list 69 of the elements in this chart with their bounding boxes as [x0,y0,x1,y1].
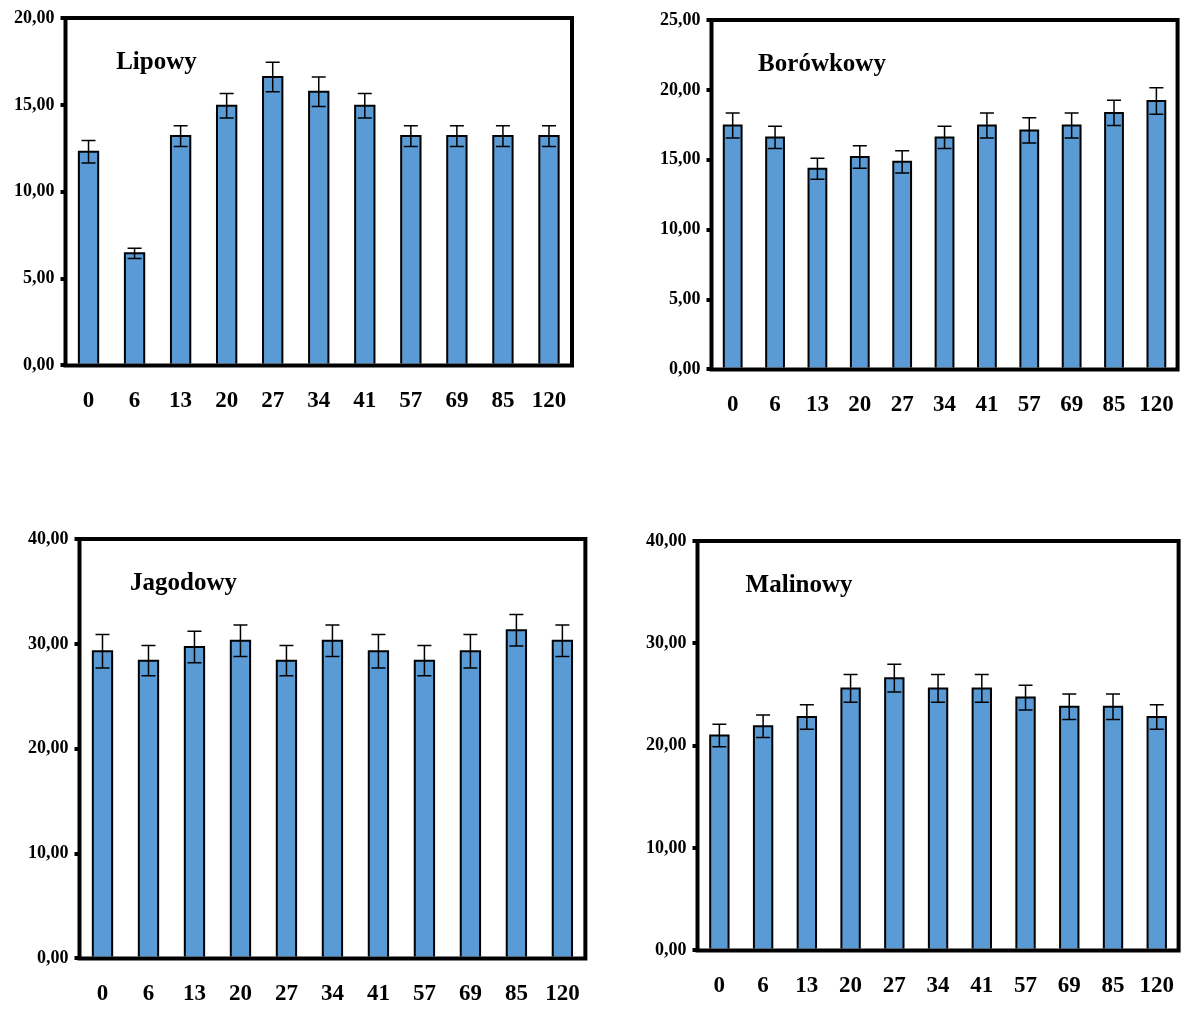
x-tick-label: 85 [1101,972,1125,998]
x-tick-label: 85 [491,387,515,413]
x-tick-label: 27 [882,972,906,998]
y-tick-label: 30,00 [646,632,687,653]
y-tick-label: 10,00 [28,842,69,863]
x-tick-label: 120 [1139,972,1174,998]
x-tick-label: 13 [169,387,193,413]
y-tick-label: 0,00 [37,947,69,968]
text: Borówkowy [758,49,887,77]
y-tick-label: 20,00 [660,78,701,99]
x-tick-label: 69 [1060,391,1084,417]
x-tick-label: 69 [458,980,482,1006]
x-tick-label: 120 [545,980,580,1006]
x-tick-label: 6 [769,391,781,417]
x-tick-label: 41 [970,972,994,998]
x-tick-label: 27 [261,387,285,413]
x-tick-label: 20 [228,980,252,1006]
x-tick-label: 57 [399,387,423,413]
x-tick-label: 13 [182,980,206,1006]
y-tick-label: 20,00 [14,6,55,27]
y-tick-label: 0,00 [655,939,687,960]
x-tick-label: 20 [848,391,872,417]
x-tick-label: 57 [412,980,436,1006]
x-tick-label: 0 [96,980,109,1006]
x-tick-label: 0 [726,391,739,417]
x-tick-label: 34 [933,391,957,417]
y-tick-label: 5,00 [23,267,55,288]
y-tick-label: 15,00 [14,93,55,114]
x-tick-label: 34 [926,972,951,998]
x-tick-label: 34 [307,387,331,413]
x-tick-label: 6 [757,972,769,998]
y-tick-label: 15,00 [660,148,701,169]
x-tick-label: 13 [795,972,819,998]
y-tick-label: 10,00 [646,836,687,857]
x-tick-label: 85 [504,980,528,1006]
x-tick-label: 57 [1014,972,1038,998]
y-tick-label: 30,00 [28,632,69,653]
y-tick-label: 20,00 [28,737,69,758]
x-tick-label: 6 [142,980,155,1006]
text: Malinowy [745,570,854,598]
text: Jagodowy [130,568,238,596]
x-tick-label: 34 [320,980,345,1006]
x-tick-label: 41 [975,391,999,417]
x-tick-label: 41 [353,387,377,413]
x-tick-label: 20 [215,387,239,413]
x-tick-label: 69 [1057,972,1081,998]
y-tick-label: 10,00 [14,180,55,201]
x-tick-label: 120 [1139,391,1174,417]
x-tick-label: 120 [531,387,567,413]
text: Lipowy [116,47,198,75]
x-tick-label: 27 [274,980,298,1006]
x-tick-label: 27 [890,391,914,417]
x-tick-label: 69 [445,387,469,413]
x-tick-label: 57 [1017,391,1041,417]
x-tick-label: 85 [1102,391,1126,417]
y-tick-label: 0,00 [669,358,701,379]
x-tick-label: 0 [82,387,95,413]
x-tick-label: 0 [713,972,726,998]
x-tick-label: 6 [128,387,141,413]
y-tick-label: 40,00 [28,527,69,548]
x-tick-label: 13 [805,391,829,417]
y-tick-label: 40,00 [646,529,687,550]
y-tick-label: 5,00 [669,288,701,309]
x-tick-label: 41 [366,980,390,1006]
y-tick-label: 10,00 [660,218,701,239]
y-tick-label: 20,00 [646,734,687,755]
x-tick-label: 20 [839,972,863,998]
y-tick-label: 0,00 [23,354,55,375]
y-tick-label: 25,00 [660,8,701,29]
